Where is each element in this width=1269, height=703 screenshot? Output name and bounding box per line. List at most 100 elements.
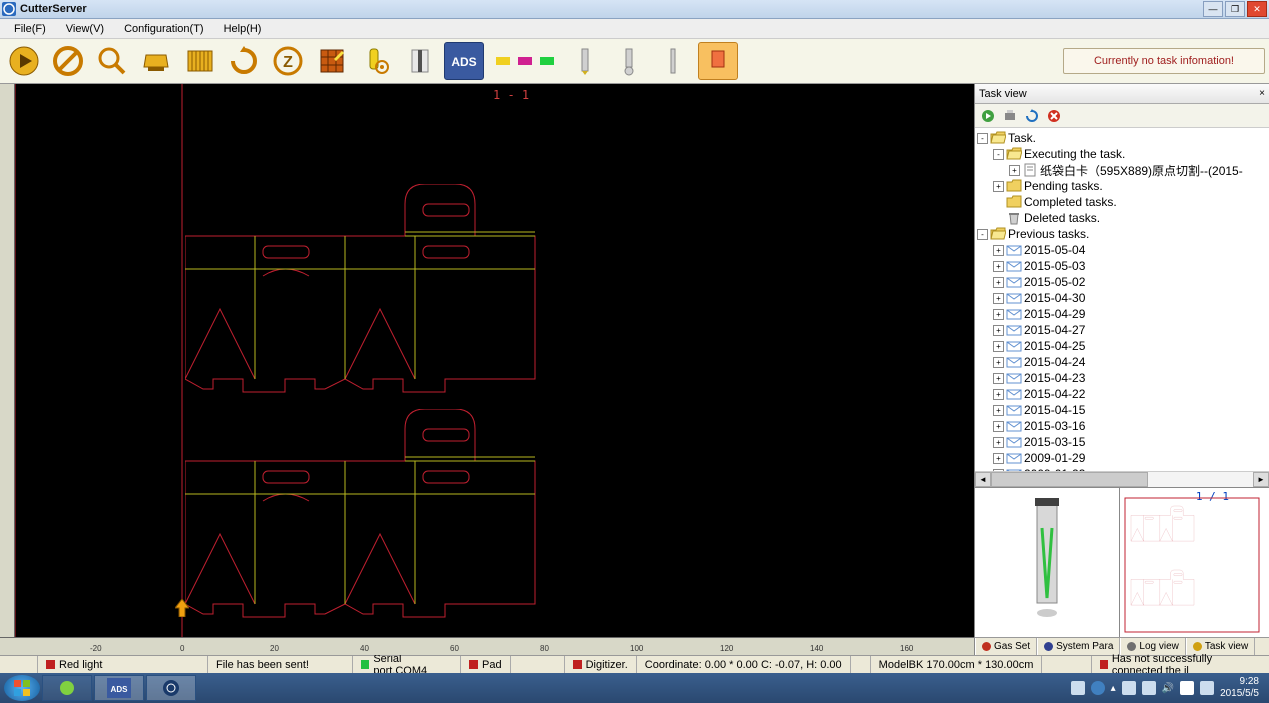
tool-settings-button[interactable] [356,42,396,80]
start-button[interactable] [4,675,40,701]
status-pad: Pad [482,659,502,671]
task-view-close-icon[interactable]: × [1259,88,1265,99]
status-file: File has been sent! [216,659,309,671]
tree-deleted[interactable]: Deleted tasks. [977,210,1267,226]
tool-1-button[interactable] [566,42,606,80]
door-button[interactable] [400,42,440,80]
menu-bar: File(F) View(V) Configuration(T) Help(H) [0,19,1269,39]
ruler-tick: 140 [810,644,823,653]
ruler-tick: 40 [360,644,369,653]
canvas-area: 1 - 1 [0,84,975,655]
canvas-page-label: 1 - 1 [493,88,529,102]
tree-date-2015-03-16[interactable]: +2015-03-16 [977,418,1267,434]
taskbar-item-1[interactable] [42,675,92,701]
tree-executing[interactable]: -Executing the task. [977,146,1267,162]
ads-button[interactable]: ADS [444,42,484,80]
tree-date-2015-04-22[interactable]: +2015-04-22 [977,386,1267,402]
cursor-marker [175,599,189,617]
tool-2-button[interactable] [610,42,650,80]
ruler-tick: 80 [540,644,549,653]
status-digitizer: Digitizer. [586,659,628,671]
task-view-toolbar [975,104,1269,128]
tree-date-2015-05-02[interactable]: +2015-05-02 [977,274,1267,290]
tree-date-2015-04-30[interactable]: +2015-04-30 [977,290,1267,306]
menu-file[interactable]: File(F) [4,21,56,37]
minimize-button[interactable]: — [1203,1,1223,17]
tv-delete-icon[interactable] [1045,107,1063,125]
close-button[interactable]: ✕ [1247,1,1267,17]
tray-icon[interactable] [1071,681,1085,695]
tree-root-task[interactable]: -Task. [977,130,1267,146]
taskbar-item-cutter[interactable] [146,675,196,701]
ruler-horizontal: -20 0 20 40 60 80 100 120 140 160 [0,637,974,655]
tool-3-button[interactable] [654,42,694,80]
ruler-tick: 60 [450,644,459,653]
design-canvas[interactable]: 1 - 1 [15,84,974,637]
tray-arrow-icon[interactable]: ▴ [1111,683,1116,694]
title-bar: CutterServer — ❐ ✕ [0,0,1269,19]
machine-button[interactable] [136,42,176,80]
rotate-button[interactable] [224,42,264,80]
window-title: CutterServer [20,3,1203,15]
tree-previous[interactable]: -Previous tasks. [977,226,1267,242]
origin-line [15,84,27,644]
system-tray[interactable]: ▴ 🔊 9:28 2015/5/5 [1065,676,1265,700]
texture-button[interactable] [180,42,220,80]
menu-configuration[interactable]: Configuration(T) [114,21,213,37]
stop-button[interactable] [48,42,88,80]
tv-print-icon[interactable] [1001,107,1019,125]
tree-pending[interactable]: +Pending tasks. [977,178,1267,194]
tray-icon[interactable] [1122,681,1136,695]
tree-date-2015-04-25[interactable]: +2015-04-25 [977,338,1267,354]
play-button[interactable] [4,42,44,80]
tree-date-2015-04-23[interactable]: +2015-04-23 [977,370,1267,386]
svg-text:Z: Z [283,54,293,71]
guide-line [181,84,183,644]
status-model: ModelBK 170.00cm * 130.00cm [879,659,1034,671]
task-info-box: Currently no task infomation! [1063,48,1265,74]
tv-play-icon[interactable] [979,107,997,125]
status-bar: Red light File has been sent! Serial por… [0,655,1269,673]
z-axis-button[interactable]: Z [268,42,308,80]
preview-area: 1 / 1 [975,487,1269,637]
tree-date-2015-04-29[interactable]: +2015-04-29 [977,306,1267,322]
tree-date-2015-05-04[interactable]: +2015-05-04 [977,242,1267,258]
tree-date-2015-04-24[interactable]: +2015-04-24 [977,354,1267,370]
tree-date-2009-01-29[interactable]: +2009-01-29 [977,450,1267,466]
tree-executing-item[interactable]: +纸袋白卡（595X889)原点切割--(2015- [977,162,1267,178]
tree-date-2015-05-03[interactable]: +2015-05-03 [977,258,1267,274]
tray-icon[interactable] [1091,681,1105,695]
dieline-bottom [185,409,545,629]
tray-icon[interactable] [1142,681,1156,695]
menu-view[interactable]: View(V) [56,21,114,37]
tray-flag-icon[interactable] [1180,681,1194,695]
design-preview: 1 / 1 [1120,488,1269,637]
bottom-tab-system-para[interactable]: System Para [1037,638,1120,655]
tree-date-2015-04-15[interactable]: +2015-04-15 [977,402,1267,418]
tray-network-icon[interactable] [1200,681,1214,695]
maximize-button[interactable]: ❐ [1225,1,1245,17]
task-tree[interactable]: -Task.-Executing the task.+纸袋白卡（595X889)… [975,128,1269,471]
ruler-tick: -20 [90,644,102,653]
svg-text:ADS: ADS [451,55,476,69]
tv-refresh-icon[interactable] [1023,107,1041,125]
taskbar-item-ads[interactable]: ADS [94,675,144,701]
tool-4-button[interactable] [698,42,738,80]
tree-date-2015-03-15[interactable]: +2015-03-15 [977,434,1267,450]
ruler-tick: 160 [900,644,913,653]
app-icon [2,2,16,16]
menu-help[interactable]: Help(H) [214,21,272,37]
ruler-tick: 20 [270,644,279,653]
grid-button[interactable] [312,42,352,80]
ruler-tick: 120 [720,644,733,653]
tree-date-2015-04-27[interactable]: +2015-04-27 [977,322,1267,338]
bottom-tab-gas-set[interactable]: Gas Set [975,638,1037,655]
ruler-tick: 0 [180,644,184,653]
tray-volume-icon[interactable]: 🔊 [1162,683,1174,694]
taskbar-clock[interactable]: 9:28 2015/5/5 [1220,676,1259,700]
zoom-button[interactable] [92,42,132,80]
tree-completed[interactable]: Completed tasks. [977,194,1267,210]
ruler-tick: 100 [630,644,643,653]
tree-scrollbar[interactable]: ◄► [975,471,1269,487]
task-view-panel: Task view × -Task.-Executing the task.+纸… [975,84,1269,655]
